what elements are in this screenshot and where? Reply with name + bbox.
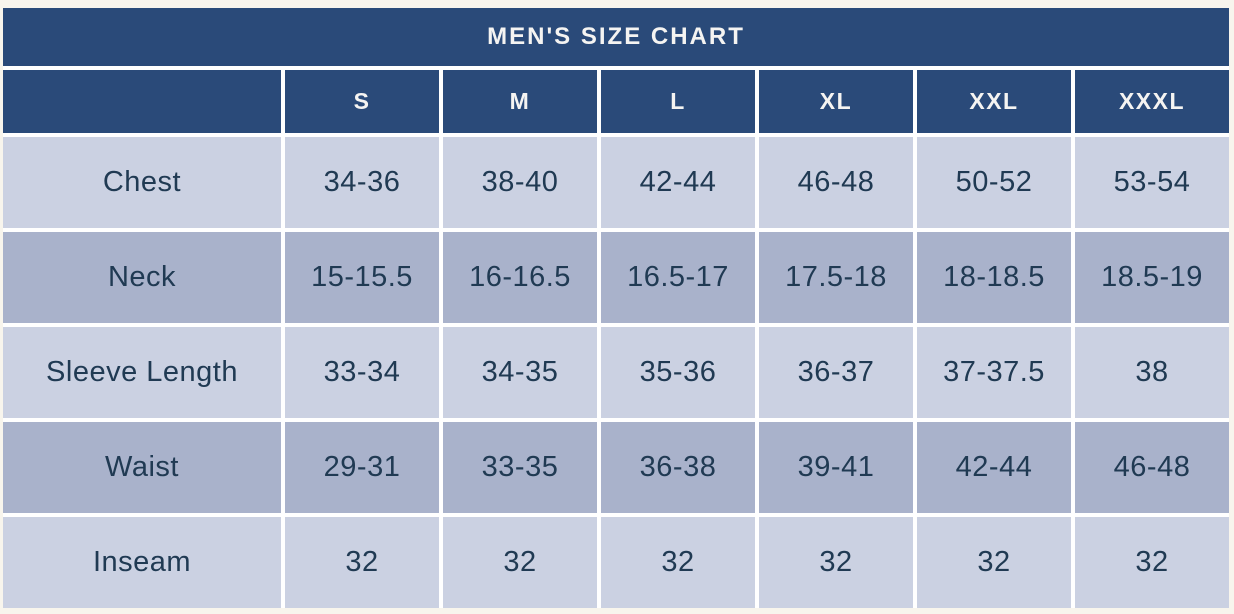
size-value-cell: 33-35 [443,422,597,513]
size-value-cell: 16.5-17 [601,232,755,323]
size-value-cell: 15-15.5 [285,232,439,323]
size-value-cell: 32 [1075,517,1229,608]
size-value-cell: 18.5-19 [1075,232,1229,323]
size-value-cell: 46-48 [759,137,913,228]
column-header-l: L [601,70,755,133]
size-value-cell: 39-41 [759,422,913,513]
size-value-cell: 18-18.5 [917,232,1071,323]
size-value-cell: 38-40 [443,137,597,228]
size-value-cell: 32 [917,517,1071,608]
size-value-cell: 42-44 [917,422,1071,513]
size-value-cell: 34-35 [443,327,597,418]
size-value-cell: 33-34 [285,327,439,418]
size-value-cell: 17.5-18 [759,232,913,323]
column-header-xl: XL [759,70,913,133]
row-label: Neck [3,232,281,323]
size-value-cell: 35-36 [601,327,755,418]
size-value-cell: 46-48 [1075,422,1229,513]
size-value-cell: 36-38 [601,422,755,513]
size-value-cell: 29-31 [285,422,439,513]
row-label: Inseam [3,517,281,608]
size-value-cell: 16-16.5 [443,232,597,323]
corner-cell [3,70,281,133]
size-value-cell: 32 [443,517,597,608]
size-value-cell: 36-37 [759,327,913,418]
size-value-cell: 42-44 [601,137,755,228]
size-value-cell: 50-52 [917,137,1071,228]
column-header-xxl: XXL [917,70,1071,133]
size-value-cell: 37-37.5 [917,327,1071,418]
column-header-xxxl: XXXL [1075,70,1229,133]
size-chart-table: MEN'S SIZE CHART S M L XL XXL XXXL Chest 34-36 3… [3,8,1229,608]
size-chart-title: MEN'S SIZE CHART [3,8,1229,66]
column-header-s: S [285,70,439,133]
size-value-cell: 32 [601,517,755,608]
column-header-m: M [443,70,597,133]
row-label: Chest [3,137,281,228]
row-label: Waist [3,422,281,513]
size-value-cell: 32 [285,517,439,608]
size-value-cell: 32 [759,517,913,608]
size-value-cell: 38 [1075,327,1229,418]
size-value-cell: 34-36 [285,137,439,228]
row-label: Sleeve Length [3,327,281,418]
size-value-cell: 53-54 [1075,137,1229,228]
